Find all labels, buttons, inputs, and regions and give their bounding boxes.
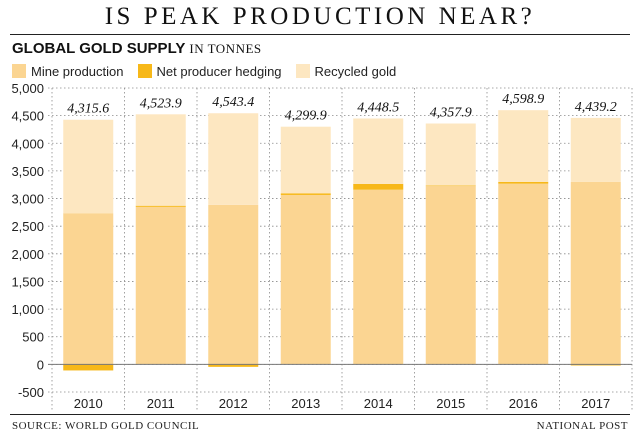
legend-swatch-recycled bbox=[295, 64, 310, 78]
bar-mine bbox=[63, 213, 114, 365]
x-tick-label: 2011 bbox=[147, 396, 175, 411]
bar-recycled bbox=[280, 126, 331, 194]
bar-mine bbox=[208, 204, 259, 365]
gold-supply-chart: -500 0 500 1,000 1,500 2,000 2,500 3,000 3,500 4,… bbox=[11, 81, 633, 412]
legend-label-recycled: Recycled gold bbox=[314, 63, 397, 79]
bar-recycled bbox=[63, 119, 114, 214]
legend-item-hedging: Net producer hedging bbox=[137, 63, 282, 79]
bar-mine bbox=[135, 206, 186, 365]
bar-mine bbox=[425, 186, 476, 365]
y-tick-label: 4,000 bbox=[11, 136, 44, 151]
legend-label-mine: Mine production bbox=[31, 63, 124, 79]
y-tick-label: 2,000 bbox=[11, 247, 44, 262]
bar-hedging bbox=[280, 193, 331, 195]
y-tick-label: 3,000 bbox=[11, 192, 44, 207]
legend-swatch-hedging bbox=[137, 64, 152, 78]
unit-label: IN TONNES bbox=[189, 41, 262, 56]
x-tick-label: 2010 bbox=[74, 396, 103, 411]
subtitle-text: GLOBAL GOLD SUPPLY bbox=[12, 40, 186, 57]
bar-mine bbox=[353, 189, 404, 365]
total-label: 4,523.9 bbox=[140, 96, 182, 111]
x-tick-label: 2016 bbox=[509, 396, 538, 411]
total-label: 4,598.9 bbox=[502, 92, 544, 107]
bar-mine bbox=[498, 183, 549, 365]
y-tick-label: 2,500 bbox=[11, 219, 44, 234]
source-note: SOURCE: WORLD GOLD COUNCIL bbox=[12, 420, 200, 432]
y-tick-label: 5,000 bbox=[11, 81, 44, 96]
total-label: 4,357.9 bbox=[430, 105, 472, 120]
x-tick-label: 2013 bbox=[291, 396, 320, 411]
bar-hedging bbox=[135, 205, 186, 207]
y-tick-label: 1,500 bbox=[11, 274, 44, 289]
y-tick-label: 3,500 bbox=[11, 164, 44, 179]
legend-item-recycled: Recycled gold bbox=[295, 63, 397, 79]
bar-recycled bbox=[353, 118, 404, 184]
legend-label-hedging: Net producer hedging bbox=[156, 63, 282, 79]
y-tick-label: 4,500 bbox=[11, 109, 44, 124]
bar-hedging bbox=[425, 185, 476, 187]
y-tick-label: 1,000 bbox=[11, 302, 44, 317]
x-tick-label: 2014 bbox=[364, 396, 393, 411]
bar-recycled bbox=[135, 114, 186, 206]
bar-recycled bbox=[425, 123, 476, 186]
bar-hedging bbox=[570, 364, 621, 366]
x-tick-label: 2015 bbox=[436, 396, 465, 411]
total-label: 4,439.2 bbox=[575, 100, 617, 115]
y-tick-label: 0 bbox=[37, 357, 44, 372]
bar-hedging bbox=[498, 181, 549, 184]
legend-item-mine: Mine production bbox=[12, 64, 124, 79]
bar-recycled bbox=[570, 117, 621, 182]
bar-mine bbox=[280, 194, 331, 365]
headline: IS PEAK PRODUCTION NEAR? bbox=[104, 3, 536, 30]
chart-subtitle: GLOBAL GOLD SUPPLY IN TONNES bbox=[12, 40, 262, 57]
x-tick-label: 2017 bbox=[581, 396, 610, 411]
y-tick-label: 500 bbox=[22, 330, 44, 345]
total-label: 4,299.9 bbox=[285, 109, 327, 124]
total-label: 4,543.4 bbox=[212, 95, 254, 110]
credit-note: NATIONAL POST bbox=[536, 420, 628, 432]
bar-hedging bbox=[208, 364, 259, 367]
bottom-rule bbox=[10, 414, 630, 415]
bar-hedging bbox=[353, 183, 404, 190]
y-tick-label: -500 bbox=[18, 385, 44, 400]
bar-hedging bbox=[63, 364, 114, 371]
legend-swatch-mine bbox=[12, 64, 26, 78]
bar-recycled bbox=[208, 113, 259, 205]
bar-recycled bbox=[498, 110, 549, 182]
total-label: 4,448.5 bbox=[357, 100, 399, 115]
bar-mine bbox=[570, 181, 621, 365]
total-label: 4,315.6 bbox=[67, 102, 109, 117]
x-tick-label: 2012 bbox=[219, 396, 248, 411]
legend: Mine production Net producer hedging Rec… bbox=[12, 62, 410, 80]
top-rule bbox=[10, 34, 630, 35]
